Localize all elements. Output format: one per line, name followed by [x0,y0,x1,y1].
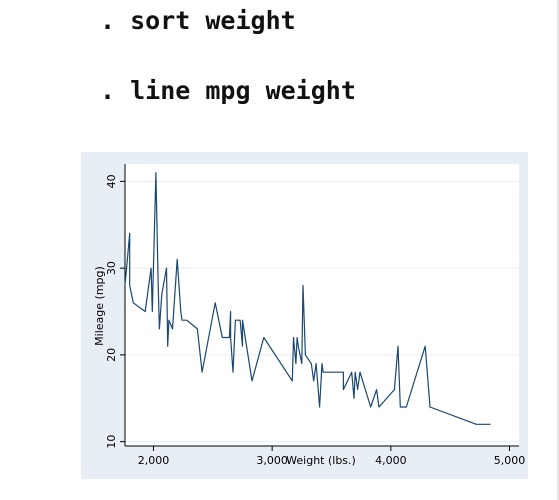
x-tick-label-5000: 5,000 [494,454,525,467]
y-axis-label: Mileage (mpg) [93,266,106,346]
series-line-mpg [124,172,491,425]
axis-ticks: 10 20 30 40 2,000 3,000 4,000 5,000 [105,174,525,467]
command-sort-weight: . sort weight [100,6,296,35]
y-tick-label-40: 40 [105,174,118,188]
x-tick-label-3000: 3,000 [256,454,288,467]
gridlines [125,180,519,443]
y-tick-label-30: 30 [105,261,118,275]
command-line-mpg-weight: . line mpg weight [100,76,356,105]
graph-panel: 10 20 30 40 2,000 3,000 4,000 5,000 Weight (lbs… [81,152,528,479]
y-tick-label-10: 10 [105,435,118,449]
x-axis-label: Weight (lbs.) [286,454,356,467]
window-edge-divider [557,0,559,500]
plot-region [125,164,519,446]
x-tick-label-4000: 4,000 [375,454,407,467]
x-tick-label-2000: 2,000 [138,454,170,467]
line-chart: 10 20 30 40 2,000 3,000 4,000 5,000 Weight (lbs… [81,152,528,479]
y-tick-label-20: 20 [105,348,118,362]
